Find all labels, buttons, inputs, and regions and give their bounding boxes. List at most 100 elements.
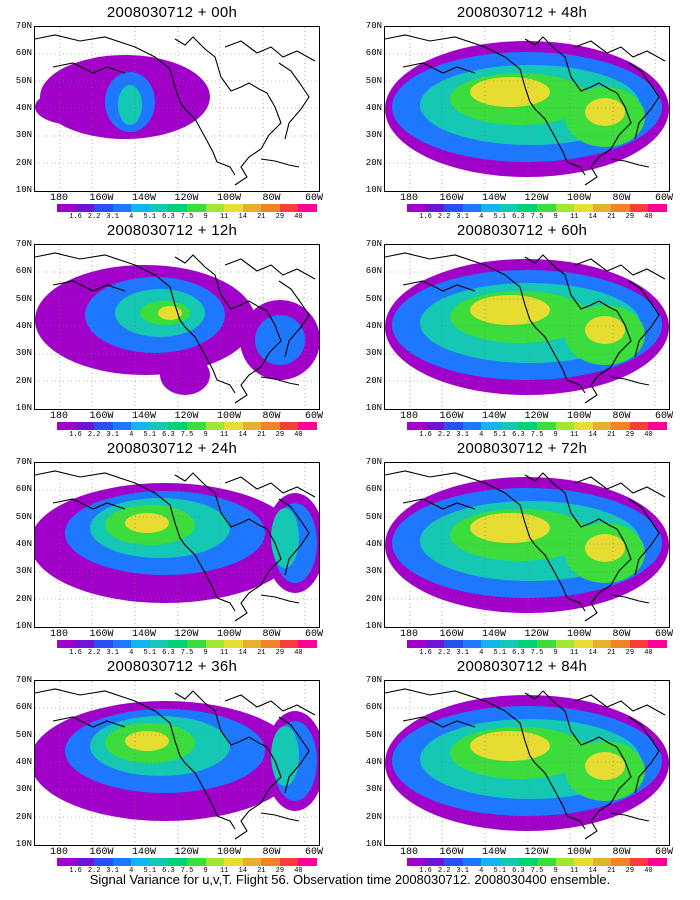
colorbar-label: 7.5 — [530, 649, 544, 657]
colorbar-label: 21 — [257, 649, 266, 657]
longitude-label: 120W — [524, 411, 549, 422]
coastline — [524, 254, 632, 404]
colorbar-swatch — [94, 204, 113, 212]
variance-contour — [35, 89, 115, 125]
longitude-label: 120W — [174, 629, 199, 640]
map-panel: 2008030712 + 84h 70N 60N 50N 40N 30N 20N 10N 180… — [352, 658, 692, 876]
coastline — [385, 470, 586, 612]
map-plot — [384, 680, 670, 846]
longitude-label: 60W — [654, 193, 673, 204]
variance-contour — [470, 77, 550, 107]
colorbar-swatch — [149, 204, 169, 212]
longitude-label: 160W — [89, 193, 114, 204]
colorbar-swatch — [186, 858, 206, 866]
colorbar-label: 5.1 — [143, 649, 157, 657]
latitude-label: 10N — [365, 184, 382, 195]
colorbar-label: 40 — [294, 867, 303, 875]
latitude-label: 30N — [15, 130, 32, 141]
colorbar-swatch — [518, 640, 537, 648]
longitude-label: 80W — [262, 847, 281, 858]
colorbar-swatch — [518, 204, 537, 212]
colorbar-label: 2.2 — [437, 867, 451, 875]
longitude-label: 120W — [524, 847, 549, 858]
colorbar — [407, 640, 667, 648]
colorbar-swatch — [611, 204, 630, 212]
colorbar-label: 40 — [644, 213, 653, 221]
longitude-label: 100W — [566, 193, 591, 204]
colorbar-label: 9 — [553, 213, 558, 221]
colorbar — [407, 422, 667, 430]
panel-title: 2008030712 + 60h — [456, 222, 588, 239]
colorbar-swatch — [149, 640, 169, 648]
latitude-label: 40N — [15, 320, 32, 331]
longitude-label: 180 — [399, 193, 418, 204]
colorbar-label: 2.2 — [437, 649, 451, 657]
longitude-label: 140W — [131, 411, 156, 422]
colorbar-swatch — [298, 422, 317, 430]
coastline — [402, 716, 476, 728]
coastline — [260, 158, 300, 168]
colorbar-swatch — [57, 640, 76, 648]
colorbar-swatch — [279, 204, 299, 212]
colorbar-swatch — [499, 858, 519, 866]
colorbar-label: 2.2 — [87, 867, 101, 875]
coastline — [524, 36, 632, 186]
colorbar-swatch — [131, 422, 150, 430]
colorbar-label: 11 — [569, 213, 579, 221]
coastline — [278, 716, 310, 794]
colorbar-label: 5.1 — [493, 213, 507, 221]
colorbar-swatch — [481, 204, 500, 212]
colorbar-swatch — [75, 858, 95, 866]
colorbar-swatch — [592, 422, 612, 430]
colorbar-swatch — [555, 640, 575, 648]
colorbar-swatch — [611, 422, 630, 430]
latitude-label: 60N — [15, 48, 32, 59]
colorbar-swatch — [57, 858, 76, 866]
colorbar-swatch — [518, 422, 537, 430]
longitude-label: 60W — [304, 411, 323, 422]
colorbar-label: 5.1 — [493, 649, 507, 657]
colorbar-swatch — [298, 640, 317, 648]
coastline — [224, 258, 316, 280]
latitude-label: 50N — [15, 293, 32, 304]
colorbar-label: 3.1 — [106, 649, 119, 657]
colorbar-swatch — [261, 640, 280, 648]
colorbar-label: 9 — [203, 649, 208, 657]
colorbar-label: 11 — [219, 213, 229, 221]
colorbar-swatch — [444, 422, 463, 430]
colorbar-swatch — [629, 640, 649, 648]
colorbar-swatch — [536, 858, 556, 866]
longitude-label: 180 — [399, 411, 418, 422]
map-svg — [385, 27, 669, 191]
colorbar-swatch — [168, 204, 187, 212]
colorbar-label: 7.5 — [180, 867, 194, 875]
colorbar-swatch — [112, 204, 132, 212]
latitude-label: 30N — [365, 348, 382, 359]
colorbar-label: 2.2 — [87, 213, 101, 221]
longitude-label: 100W — [566, 629, 591, 640]
colorbar-swatch — [629, 858, 649, 866]
colorbar-label: 3.1 — [456, 213, 469, 221]
colorbar-swatch — [536, 640, 556, 648]
latitude-label: 20N — [15, 375, 32, 386]
latitude-label: 70N — [15, 675, 32, 685]
colorbar-label: 9 — [553, 431, 558, 439]
latitude-label: 70N — [365, 21, 382, 31]
longitude-label: 100W — [566, 411, 591, 422]
colorbar — [407, 858, 667, 866]
colorbar-swatch — [592, 640, 612, 648]
colorbar-label: 3.1 — [456, 867, 469, 875]
longitude-label: 180 — [49, 411, 68, 422]
colorbar-label: 6.3 — [162, 213, 175, 221]
latitude-label: 60N — [15, 484, 32, 495]
map-panel: 2008030712 + 60h 70N 60N 50N 40N 30N 20N 10N 180… — [352, 222, 692, 440]
colorbar-swatch — [298, 204, 317, 212]
latitude-label: 10N — [15, 184, 32, 195]
colorbar-label: 1.6 — [69, 649, 82, 657]
coastline — [260, 594, 300, 604]
colorbar-label: 1.6 — [69, 431, 82, 439]
latitude-label: 30N — [365, 566, 382, 577]
colorbar-label: 14 — [588, 213, 597, 221]
longitude-label: 120W — [174, 847, 199, 858]
colorbar — [57, 640, 317, 648]
